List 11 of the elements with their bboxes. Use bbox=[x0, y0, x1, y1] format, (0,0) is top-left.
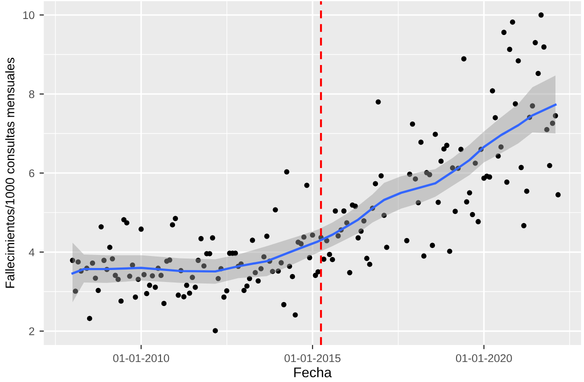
y-tick-label: 10 bbox=[23, 11, 34, 20]
x-axis-title: Fecha bbox=[294, 367, 332, 378]
x-tick-label: 01-01-2010 bbox=[113, 354, 170, 362]
y-tick-label: 6 bbox=[29, 169, 34, 178]
line-series bbox=[71, 104, 557, 275]
x-tick-label: 01-01-2015 bbox=[284, 354, 340, 362]
y-axis-title: Fallecimientos/1000 consultas mensuales bbox=[5, 58, 14, 288]
y-tick-label: 2 bbox=[29, 327, 34, 336]
x-tick-label: 01-01-2020 bbox=[456, 354, 512, 362]
y-tick-label: 8 bbox=[29, 90, 34, 98]
y-tick-label: 4 bbox=[28, 248, 34, 256]
